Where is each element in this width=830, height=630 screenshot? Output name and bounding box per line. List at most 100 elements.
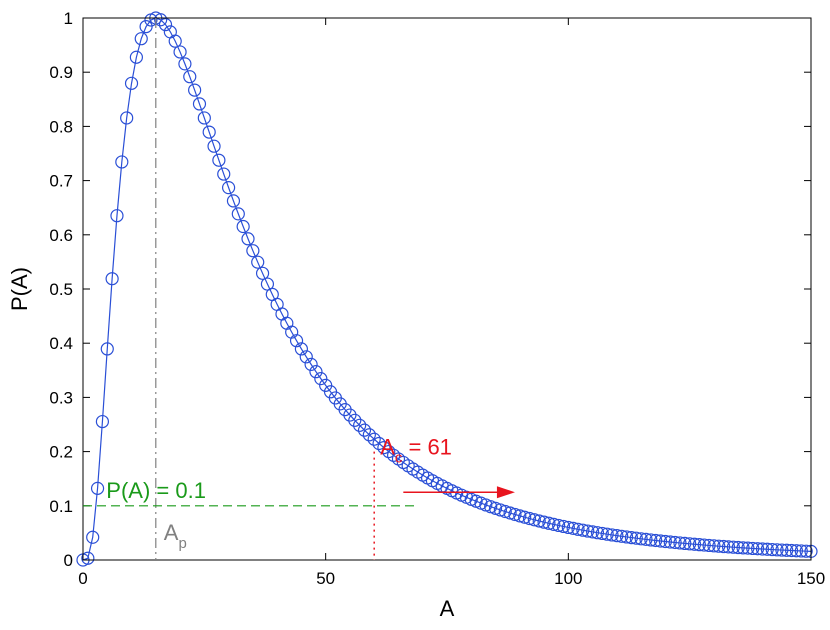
data-point: [255, 266, 270, 280]
data-point: [561, 520, 575, 535]
cutoff-label-sub: c: [395, 450, 403, 467]
data-point: [357, 423, 372, 437]
y-tick-label: 0.4: [49, 334, 73, 353]
data-point: [314, 372, 328, 386]
data-point: [503, 506, 517, 520]
data-point: [629, 531, 643, 545]
y-tick-label: 0.5: [49, 280, 73, 299]
data-point: [746, 541, 760, 556]
data-point: [663, 535, 677, 549]
data-point: [294, 342, 308, 356]
data-point: [241, 232, 255, 246]
data-point: [207, 139, 221, 153]
data-point: [522, 511, 537, 526]
data-point: [751, 542, 765, 556]
data-point: [362, 428, 376, 442]
data-point: [619, 530, 634, 544]
data-point: [765, 542, 779, 557]
y-tick-label: 0.8: [49, 117, 73, 136]
data-point: [692, 538, 706, 552]
data-point: [697, 538, 711, 552]
x-tick-label: 100: [554, 569, 582, 588]
data-point: [90, 481, 105, 495]
data-point: [168, 34, 182, 48]
data-point: [202, 125, 216, 139]
data-point: [585, 525, 600, 539]
data-point: [736, 541, 750, 555]
data-point: [387, 448, 401, 462]
data-point: [173, 45, 187, 59]
cutoff-label: Ac = 61: [380, 435, 452, 467]
data-point: [634, 532, 648, 546]
data-point: [304, 357, 318, 371]
y-tick-label: 0.6: [49, 226, 73, 245]
data-point: [678, 536, 692, 551]
data-point: [581, 524, 595, 538]
data-point: [576, 523, 590, 537]
data-point: [348, 413, 362, 427]
data-point: [508, 507, 522, 522]
data-point: [600, 527, 614, 541]
data-layer: [76, 11, 818, 567]
arrow-head: [496, 486, 515, 499]
data-point: [556, 519, 571, 534]
y-tick-label: 0.7: [49, 172, 73, 191]
data-point: [799, 544, 813, 558]
data-point: [780, 543, 794, 557]
data-point: [197, 111, 211, 125]
data-point: [726, 540, 740, 554]
data-point: [789, 544, 804, 558]
data-point: [649, 533, 663, 548]
data-point: [100, 342, 114, 356]
threshold-label: P(A) = 0.1: [106, 478, 206, 503]
data-point: [532, 514, 546, 528]
data-point: [134, 32, 148, 46]
data-point: [590, 526, 605, 540]
data-point: [192, 97, 207, 111]
data-point: [712, 539, 726, 553]
data-point: [741, 541, 755, 555]
data-point: [770, 543, 784, 557]
data-point: [755, 542, 770, 556]
peak-label: Ap: [164, 520, 187, 552]
data-point: [299, 350, 313, 364]
data-point: [95, 414, 110, 429]
data-point: [784, 543, 799, 558]
x-axis-label: A: [440, 596, 455, 621]
y-tick-label: 0.1: [49, 497, 73, 516]
data-point: [158, 17, 173, 32]
data-point: [217, 167, 231, 181]
data-point: [673, 536, 687, 550]
data-point: [775, 543, 789, 557]
data-point: [231, 207, 245, 221]
data-point: [124, 76, 139, 90]
peak-label-main: A: [164, 520, 179, 545]
annotation-layer: Ap P(A) = 0.1 Ac = 61: [83, 18, 515, 560]
y-tick-label: 0: [64, 551, 73, 570]
data-point: [653, 534, 668, 548]
data-point: [658, 534, 673, 549]
data-point: [222, 181, 236, 195]
y-tick-label: 1: [64, 9, 73, 28]
axes-layer: 0 0.1 0.2 0.3 0.4 0.5 0.6 0.7 0.8 0.9 1 0 50 100 150: [49, 9, 825, 588]
data-point: [367, 432, 381, 446]
data-point: [377, 441, 391, 455]
data-point: [110, 209, 124, 223]
data-point: [183, 70, 197, 84]
data-point: [86, 530, 100, 544]
data-point: [105, 272, 119, 286]
data-point: [566, 521, 580, 535]
data-point: [353, 418, 367, 432]
data-point: [309, 365, 323, 379]
data-point: [129, 50, 143, 64]
data-point: [610, 529, 624, 543]
data-point: [178, 57, 192, 71]
data-point: [382, 444, 396, 459]
data-point: [81, 551, 95, 565]
data-point: [120, 111, 134, 125]
data-point: [639, 532, 653, 546]
x-tick-label: 150: [797, 569, 825, 588]
data-point: [527, 513, 541, 527]
data-point: [498, 504, 512, 519]
